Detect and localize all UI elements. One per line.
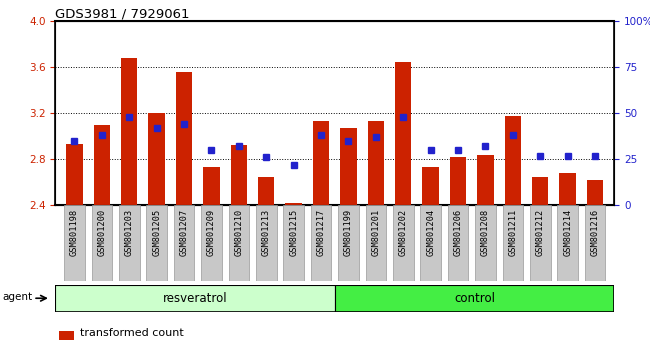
Bar [477, 155, 494, 205]
Bar [285, 203, 302, 205]
Bar [66, 144, 83, 205]
Bar [148, 113, 165, 205]
Bar [258, 177, 274, 205]
FancyBboxPatch shape [64, 205, 84, 281]
Text: resveratrol: resveratrol [162, 292, 228, 305]
FancyBboxPatch shape [283, 205, 304, 281]
FancyBboxPatch shape [448, 205, 469, 281]
Bar [504, 115, 521, 205]
FancyBboxPatch shape [338, 205, 359, 281]
FancyBboxPatch shape [585, 205, 605, 281]
Text: GDS3981 / 7929061: GDS3981 / 7929061 [55, 7, 190, 20]
Bar [450, 157, 466, 205]
FancyBboxPatch shape [502, 205, 523, 281]
Bar [313, 121, 330, 205]
FancyBboxPatch shape [335, 285, 614, 312]
FancyBboxPatch shape [174, 205, 194, 281]
Bar [94, 125, 110, 205]
Bar [560, 173, 576, 205]
Bar [203, 167, 220, 205]
FancyBboxPatch shape [229, 205, 249, 281]
Text: GSM801199: GSM801199 [344, 209, 353, 256]
FancyBboxPatch shape [55, 285, 335, 312]
Text: GSM801215: GSM801215 [289, 209, 298, 256]
Text: GSM801216: GSM801216 [591, 209, 599, 256]
Text: GSM801201: GSM801201 [371, 209, 380, 256]
FancyBboxPatch shape [311, 205, 332, 281]
FancyBboxPatch shape [530, 205, 551, 281]
Bar [176, 72, 192, 205]
FancyBboxPatch shape [119, 205, 140, 281]
Text: GSM801207: GSM801207 [179, 209, 188, 256]
FancyBboxPatch shape [146, 205, 167, 281]
Text: transformed count: transformed count [81, 328, 184, 338]
Text: GSM801200: GSM801200 [98, 209, 107, 256]
Text: control: control [454, 292, 495, 305]
Text: agent: agent [3, 292, 33, 302]
Text: GSM801206: GSM801206 [454, 209, 463, 256]
Bar [422, 167, 439, 205]
FancyBboxPatch shape [393, 205, 413, 281]
Text: GSM801214: GSM801214 [563, 209, 572, 256]
FancyBboxPatch shape [475, 205, 496, 281]
Text: GSM801202: GSM801202 [398, 209, 408, 256]
Text: GSM801213: GSM801213 [262, 209, 271, 256]
Bar [395, 62, 411, 205]
Text: GSM801211: GSM801211 [508, 209, 517, 256]
Bar [121, 58, 137, 205]
Bar [340, 128, 357, 205]
Text: GSM801209: GSM801209 [207, 209, 216, 256]
Bar [532, 177, 549, 205]
Bar [58, 331, 73, 340]
FancyBboxPatch shape [92, 205, 112, 281]
FancyBboxPatch shape [201, 205, 222, 281]
Text: GSM801198: GSM801198 [70, 209, 79, 256]
FancyBboxPatch shape [365, 205, 386, 281]
FancyBboxPatch shape [256, 205, 276, 281]
Bar [231, 145, 247, 205]
Text: GSM801212: GSM801212 [536, 209, 545, 256]
Text: GSM801205: GSM801205 [152, 209, 161, 256]
Text: GSM801204: GSM801204 [426, 209, 435, 256]
Text: GSM801203: GSM801203 [125, 209, 134, 256]
Text: GSM801210: GSM801210 [235, 209, 243, 256]
Text: GSM801217: GSM801217 [317, 209, 326, 256]
Bar [368, 121, 384, 205]
Text: GSM801208: GSM801208 [481, 209, 490, 256]
FancyBboxPatch shape [421, 205, 441, 281]
FancyBboxPatch shape [558, 205, 578, 281]
Bar [587, 180, 603, 205]
